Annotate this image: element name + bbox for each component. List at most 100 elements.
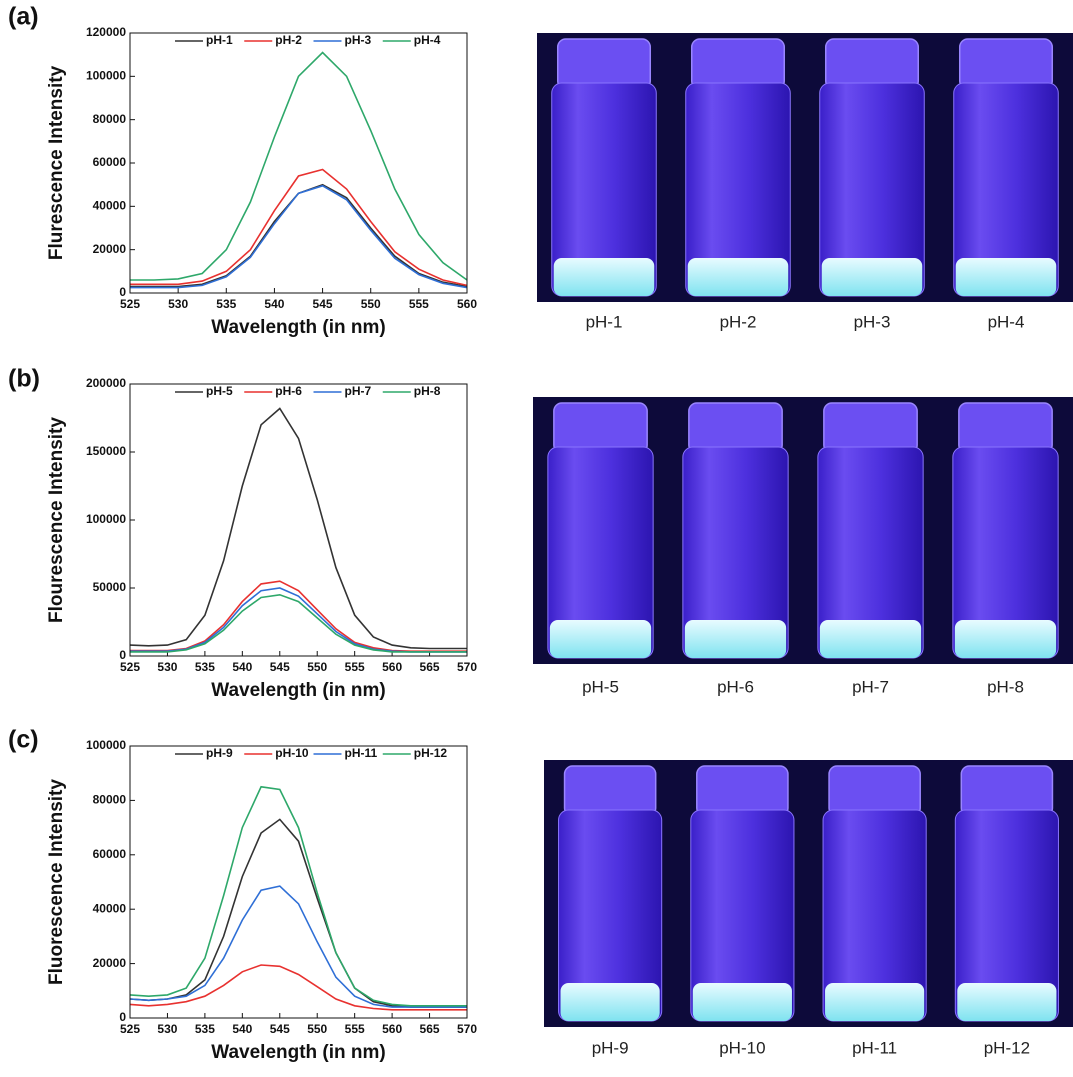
series-line <box>130 183 468 288</box>
vial-neck <box>696 765 789 817</box>
x-tick-label: 560 <box>382 660 402 674</box>
photo-label: pH-2 <box>720 312 757 331</box>
y-tick-label: 40000 <box>93 199 127 213</box>
y-tick-label: 20000 <box>93 956 127 970</box>
y-tick-label: 200000 <box>86 376 126 390</box>
series-line <box>129 964 467 1011</box>
y-tick-label: 120000 <box>86 25 126 39</box>
x-tick-label: 530 <box>168 297 188 311</box>
x-axis-label: Wavelength (in nm) <box>211 317 386 338</box>
x-tick-label: 570 <box>457 660 477 674</box>
x-tick-label: 560 <box>457 297 477 311</box>
photo-label: pH-6 <box>717 677 754 696</box>
panel-label: (a) <box>8 3 39 31</box>
vial-neck <box>828 765 921 817</box>
x-tick-label: 555 <box>345 1022 365 1036</box>
photo-label: pH-5 <box>582 677 619 696</box>
series-line <box>130 184 468 289</box>
x-tick-label: 550 <box>361 297 381 311</box>
vial-liquid <box>825 983 925 1021</box>
y-tick-label: 80000 <box>93 112 127 126</box>
series-line <box>130 51 468 281</box>
x-tick-label: 555 <box>409 297 429 311</box>
x-axis-label: Wavelength (in nm) <box>211 680 386 701</box>
series-line <box>130 587 467 653</box>
legend-label: pH-8 <box>414 384 441 398</box>
y-axis-label: Flourescence Intensity <box>46 417 67 623</box>
photo-label: pH-11 <box>852 1038 897 1057</box>
photo-label: pH-3 <box>854 312 891 331</box>
x-tick-label: 535 <box>216 297 236 311</box>
vial-liquid <box>957 983 1057 1021</box>
x-tick-label: 555 <box>345 660 365 674</box>
photo-label: pH-8 <box>987 677 1024 696</box>
y-tick-label: 20000 <box>93 242 127 256</box>
x-tick-label: 530 <box>157 1022 177 1036</box>
vial-neck <box>960 765 1054 817</box>
photo-label: pH-12 <box>984 1038 1030 1057</box>
legend-label: pH-4 <box>414 33 441 47</box>
x-tick-label: 535 <box>195 1022 215 1036</box>
vial-neck <box>556 38 652 90</box>
vial-neck <box>958 38 1054 90</box>
series-line <box>129 785 467 1007</box>
x-tick-label: 545 <box>270 660 290 674</box>
vial-neck <box>824 38 920 90</box>
x-tick-label: 545 <box>270 1022 290 1036</box>
photo-label: pH-4 <box>988 312 1025 331</box>
x-tick-label: 560 <box>382 1022 402 1036</box>
x-tick-label: 570 <box>457 1022 477 1036</box>
y-tick-label: 0 <box>119 285 126 299</box>
plot-frame <box>129 32 468 294</box>
x-axis-label: Wavelength (in nm) <box>211 1042 386 1063</box>
x-tick-label: 525 <box>120 660 140 674</box>
panel-label: (c) <box>8 726 39 754</box>
x-tick-label: 540 <box>232 660 252 674</box>
x-tick-label: 525 <box>120 1022 140 1036</box>
photo-label: pH-10 <box>719 1038 765 1057</box>
series-line <box>129 885 467 1008</box>
x-tick-label: 540 <box>232 1022 252 1036</box>
x-tick-label: 550 <box>307 660 327 674</box>
x-tick-label: 565 <box>420 1022 440 1036</box>
legend-label: pH-7 <box>345 384 372 398</box>
vial-liquid <box>954 620 1057 658</box>
y-tick-label: 80000 <box>93 793 127 807</box>
plot-frame <box>129 383 468 657</box>
vial-liquid <box>549 620 652 658</box>
legend-label: pH-3 <box>345 33 372 47</box>
series-line <box>129 818 467 1008</box>
series-line <box>130 593 467 653</box>
legend-label: pH-6 <box>275 384 302 398</box>
y-tick-label: 100000 <box>86 69 126 83</box>
y-tick-label: 60000 <box>93 155 127 169</box>
photo-label: pH-1 <box>586 312 623 331</box>
x-tick-label: 525 <box>120 297 140 311</box>
vial-liquid <box>560 983 660 1021</box>
vial-neck <box>958 402 1053 454</box>
vial-liquid <box>553 258 655 296</box>
y-tick-label: 0 <box>119 648 126 662</box>
vial-neck <box>553 402 648 454</box>
legend-label: pH-10 <box>275 746 309 760</box>
plot-frame <box>129 745 468 1019</box>
y-axis-label: Fluorescence Intensity <box>46 779 67 985</box>
vial-liquid <box>692 983 792 1021</box>
y-tick-label: 100000 <box>86 738 126 752</box>
legend-label: pH-12 <box>414 746 448 760</box>
y-tick-label: 0 <box>119 1010 126 1024</box>
y-tick-label: 60000 <box>93 847 127 861</box>
x-tick-label: 535 <box>195 660 215 674</box>
vial-liquid <box>955 258 1057 296</box>
legend-label: pH-9 <box>206 746 233 760</box>
y-tick-label: 50000 <box>93 580 127 594</box>
x-tick-label: 565 <box>420 660 440 674</box>
vial-liquid <box>687 258 789 296</box>
vial-neck <box>690 38 786 90</box>
legend-label: pH-11 <box>345 746 378 760</box>
series-line <box>129 407 467 650</box>
vial-liquid <box>684 620 787 658</box>
series-line <box>130 168 468 287</box>
legend-label: pH-1 <box>206 33 233 47</box>
